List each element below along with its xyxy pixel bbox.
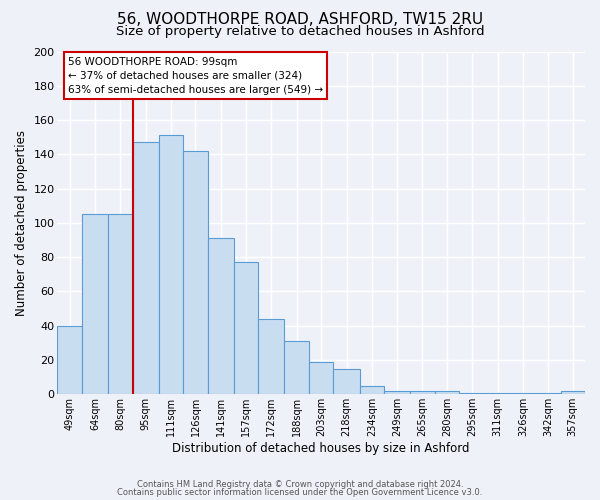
Text: 56, WOODTHORPE ROAD, ASHFORD, TW15 2RU: 56, WOODTHORPE ROAD, ASHFORD, TW15 2RU xyxy=(117,12,483,28)
Text: Contains HM Land Registry data © Crown copyright and database right 2024.: Contains HM Land Registry data © Crown c… xyxy=(137,480,463,489)
Bar xyxy=(485,392,510,394)
Bar xyxy=(108,214,133,394)
Bar xyxy=(359,386,384,394)
Bar xyxy=(133,142,159,394)
Bar xyxy=(560,391,585,394)
Y-axis label: Number of detached properties: Number of detached properties xyxy=(15,130,28,316)
Text: 56 WOODTHORPE ROAD: 99sqm
← 37% of detached houses are smaller (324)
63% of semi: 56 WOODTHORPE ROAD: 99sqm ← 37% of detac… xyxy=(68,56,323,94)
Bar xyxy=(459,392,485,394)
Bar xyxy=(510,392,536,394)
Bar xyxy=(536,392,560,394)
Bar xyxy=(435,391,459,394)
Bar xyxy=(384,391,410,394)
Bar xyxy=(284,341,309,394)
Bar xyxy=(159,136,183,394)
Bar xyxy=(183,151,208,394)
Bar xyxy=(410,391,435,394)
Bar xyxy=(259,319,284,394)
Bar xyxy=(82,214,108,394)
Text: Contains public sector information licensed under the Open Government Licence v3: Contains public sector information licen… xyxy=(118,488,482,497)
Bar xyxy=(309,362,334,394)
Bar xyxy=(334,368,359,394)
X-axis label: Distribution of detached houses by size in Ashford: Distribution of detached houses by size … xyxy=(172,442,470,455)
Bar xyxy=(58,326,82,394)
Bar xyxy=(234,262,259,394)
Text: Size of property relative to detached houses in Ashford: Size of property relative to detached ho… xyxy=(116,25,484,38)
Bar xyxy=(208,238,234,394)
